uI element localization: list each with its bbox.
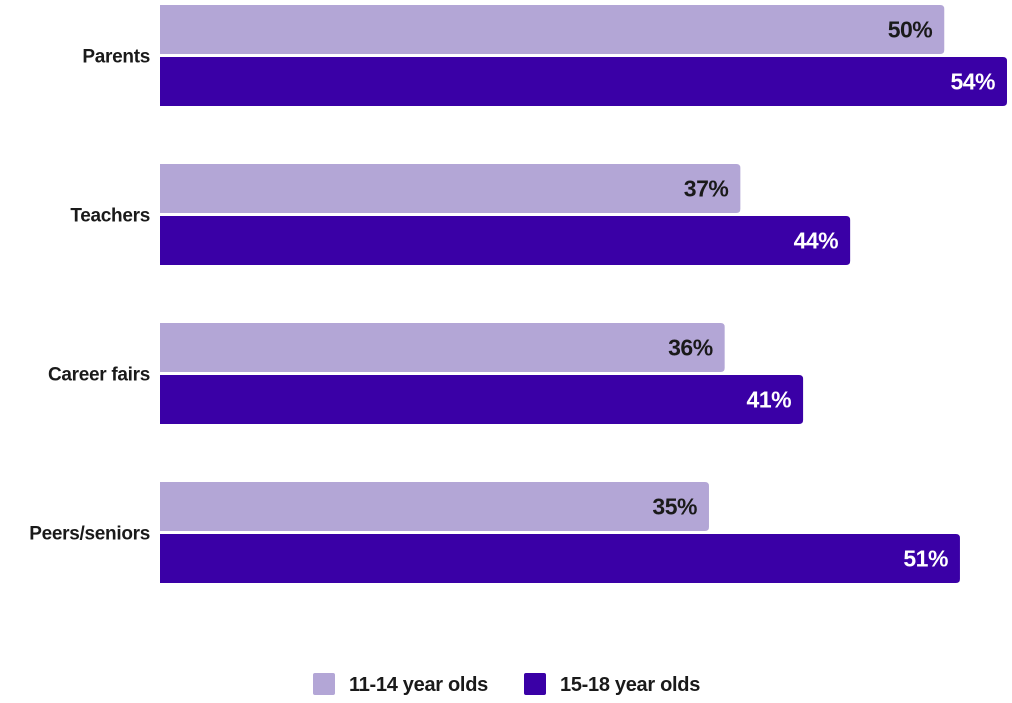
- bar-peers-seniors-series-1: [160, 482, 709, 531]
- bar-peers-seniors-series-2: [160, 534, 960, 583]
- bar-teachers-series-1: [160, 164, 740, 213]
- bar-career-fairs-series-1: [160, 323, 725, 372]
- legend-swatch-series-1: [313, 673, 335, 695]
- category-label-parents: Parents: [82, 47, 150, 68]
- category-label-peers-seniors: Peers/seniors: [29, 524, 150, 545]
- category-label-teachers: Teachers: [70, 206, 150, 227]
- data-label-career-fairs-series-1: 36%: [668, 335, 713, 361]
- legend-label-series-1: 11-14 year olds: [349, 674, 488, 696]
- bar-parents-series-2: [160, 57, 1007, 106]
- bars-layer: [160, 5, 1007, 583]
- data-label-parents-series-1: 50%: [888, 17, 933, 43]
- legend-label-series-2: 15-18 year olds: [560, 674, 700, 696]
- data-label-peers-seniors-series-1: 35%: [652, 494, 697, 520]
- bar-career-fairs-series-2: [160, 375, 803, 424]
- category-label-career-fairs: Career fairs: [48, 365, 150, 386]
- legend: 11-14 year olds 15-18 year olds: [313, 673, 700, 696]
- data-label-parents-series-2: 54%: [950, 69, 995, 95]
- data-label-peers-seniors-series-2: 51%: [903, 546, 948, 572]
- data-label-teachers-series-1: 37%: [684, 176, 729, 202]
- data-label-teachers-series-2: 44%: [794, 228, 839, 254]
- legend-swatch-series-2: [524, 673, 546, 695]
- bar-parents-series-1: [160, 5, 944, 54]
- bar-teachers-series-2: [160, 216, 850, 265]
- data-label-career-fairs-series-2: 41%: [747, 387, 792, 413]
